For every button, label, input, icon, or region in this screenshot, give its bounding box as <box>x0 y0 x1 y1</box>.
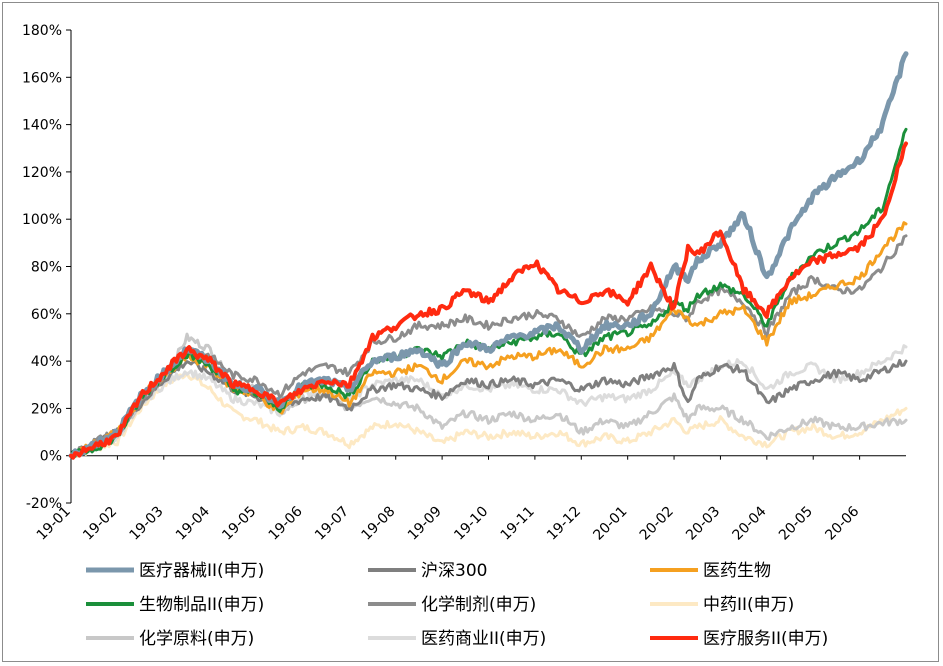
y-tick-label: 0% <box>40 449 62 465</box>
x-tick-label: 19-06 <box>266 503 306 543</box>
x-tick-label: 20-04 <box>730 503 770 543</box>
x-tick-label: 20-02 <box>637 504 677 544</box>
y-tick-label: 20% <box>31 401 62 417</box>
series-line <box>69 358 908 458</box>
series-line <box>69 371 908 459</box>
y-tick-label: 160% <box>22 70 62 86</box>
x-tick-label: 19-10 <box>451 504 491 544</box>
y-tick-label: 100% <box>22 212 62 228</box>
series-line <box>69 332 908 459</box>
axes: -20% 0% 20% 40% 60% 80% 100% 120% 140% 160% 180% 19… <box>22 23 906 544</box>
legend-label: 医疗服务II(申万) <box>703 629 828 649</box>
x-tick-label: 19-11 <box>498 504 538 544</box>
legend-label: 医药商业II(申万) <box>421 629 546 649</box>
x-tick-label: 19-09 <box>405 504 445 544</box>
x-tick-label: 19-02 <box>80 504 120 544</box>
x-tick-label: 20-05 <box>776 504 816 544</box>
y-tick-label: 80% <box>31 260 62 276</box>
series-layer <box>68 51 909 460</box>
legend-label: 沪深300 <box>421 561 487 581</box>
x-tick-label: 20-03 <box>683 504 723 544</box>
y-tick-label: 60% <box>31 307 62 323</box>
legend-label: 化学原料(申万) <box>139 629 254 649</box>
legend-label: 生物制品II(申万) <box>139 595 264 615</box>
legend-label: 中药II(申万) <box>703 595 794 615</box>
x-tick-label: 19-04 <box>173 503 213 543</box>
y-tick-label: -20% <box>26 496 62 512</box>
y-tick-label: 140% <box>22 118 62 134</box>
series-line <box>69 141 908 460</box>
legend-label: 化学制剂(申万) <box>421 595 536 615</box>
x-tick-label: 20-06 <box>822 503 862 543</box>
x-tick-label: 19-07 <box>312 504 352 544</box>
y-tick-label: 40% <box>31 354 62 370</box>
x-tick-label: 19-12 <box>544 504 584 544</box>
legend-label: 医疗器械II(申万) <box>139 561 264 581</box>
x-tick-label: 19-03 <box>127 504 167 544</box>
x-tick-label: 20-01 <box>590 504 630 544</box>
y-tick-label: 180% <box>22 23 62 39</box>
x-tick-label: 19-08 <box>358 504 398 544</box>
y-tick-label: 120% <box>22 165 62 181</box>
legend-label: 医药生物 <box>703 561 771 581</box>
x-tick-label: 19-05 <box>219 504 259 544</box>
